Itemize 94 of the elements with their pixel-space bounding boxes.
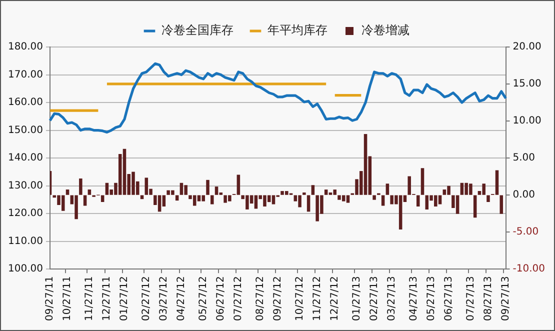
bar (66, 190, 70, 195)
bar (398, 195, 402, 230)
x-tick-label: 03/27/12 (158, 276, 170, 322)
x-tick-label: 11/27/11 (84, 276, 96, 322)
bar (202, 195, 206, 202)
bar (100, 195, 104, 202)
y-tick-label: 160.00 (8, 97, 43, 108)
bar (342, 195, 346, 202)
y2-tick-label: 10.00 (512, 116, 542, 127)
bar (442, 190, 446, 195)
x-tick-label: 02/27/12 (141, 276, 152, 322)
y-tick-label: 180.00 (8, 42, 43, 53)
bar (122, 148, 126, 195)
bar (184, 185, 188, 195)
bar (144, 178, 148, 195)
y2-tick-label: -5.00 (512, 226, 539, 238)
bar (495, 170, 499, 195)
bar (192, 195, 196, 206)
bar (425, 195, 429, 210)
x-tick-label: 05/27/13 (426, 276, 437, 322)
y-tick-label: 110.00 (8, 236, 43, 247)
x-tick-label: 06/27/12 (216, 276, 226, 322)
y2-tick-label: 5.00 (512, 152, 536, 164)
x-tick-label: 02/27/13 (368, 276, 380, 322)
bar (140, 195, 144, 200)
y-tick-label: 140.00 (8, 152, 43, 164)
legend-label: 年平均库存 (268, 23, 328, 38)
y-tick-label: 130.00 (8, 180, 43, 192)
x-tick-label: 01/27/12 (119, 276, 130, 322)
x-tick-label: 05/27/12 (198, 276, 209, 322)
bar (324, 190, 328, 195)
x-tick-label: 03/27/13 (386, 276, 398, 322)
x-tick-label: 12/27/12 (329, 276, 340, 322)
legend-label: 冷卷增减 (362, 23, 410, 38)
x-tick-label: 07/27/12 (233, 276, 244, 322)
x-tick-label: 04/27/13 (408, 276, 420, 322)
x-tick-label: 04/27/12 (176, 276, 188, 322)
x-tick-label: 09/27/12 (272, 276, 284, 322)
bar (79, 178, 82, 195)
bar (214, 186, 218, 195)
bar (74, 195, 78, 220)
bar (206, 180, 210, 195)
bar (456, 195, 460, 214)
y2-tick-label: 20.00 (512, 42, 542, 53)
y-tick-label: 170.00 (8, 69, 43, 80)
bar (298, 195, 302, 208)
bar (254, 195, 258, 209)
bar (447, 186, 450, 195)
bar (210, 195, 214, 204)
x-tick-label: 07/27/13 (465, 276, 476, 322)
y2-tick-label: -10.00 (512, 264, 546, 275)
x-tick-label: 11/27/12 (312, 276, 323, 322)
bar (175, 195, 179, 201)
x-tick-label: 12/27/11 (102, 276, 113, 322)
y-tick-label: 150.00 (8, 124, 43, 136)
bar (105, 182, 109, 195)
bar (364, 134, 368, 195)
bar (306, 195, 310, 212)
bar (346, 195, 350, 203)
y-tick-label: 120.00 (8, 208, 43, 220)
bar (460, 182, 464, 195)
bar (486, 195, 490, 202)
bar (386, 184, 390, 195)
bar (438, 195, 442, 204)
legend-label: 冷卷全国库存 (162, 23, 234, 38)
x-tick-label: 10/27/12 (294, 276, 306, 322)
x-tick-label: 01/27/13 (351, 276, 362, 322)
bar (416, 195, 420, 206)
bar (473, 195, 477, 218)
bar (272, 195, 276, 204)
bar (500, 195, 504, 214)
x-tick-label: 08/27/12 (254, 276, 266, 322)
bar (88, 190, 92, 195)
y-tick-label: 100.00 (8, 264, 43, 275)
y2-tick-label: 0.00 (512, 190, 536, 201)
x-tick-label: 10/27/11 (62, 276, 74, 322)
bar (83, 195, 87, 206)
bar (372, 195, 376, 200)
bar (338, 195, 341, 200)
bar (333, 190, 336, 195)
x-tick-label: 09/27/11 (44, 276, 56, 322)
bar (311, 185, 315, 195)
y2-tick-label: 15.00 (512, 78, 542, 90)
bar (180, 182, 184, 195)
x-tick-label: 08/27/13 (482, 276, 494, 322)
bar (236, 174, 240, 195)
bar (158, 195, 162, 212)
x-tick-label: 09/27/13 (500, 276, 512, 322)
bar (50, 171, 52, 195)
bar (267, 195, 271, 202)
bar (420, 168, 424, 195)
x-tick-label: 06/27/13 (443, 276, 454, 322)
bar (381, 195, 385, 206)
bar (482, 184, 486, 195)
